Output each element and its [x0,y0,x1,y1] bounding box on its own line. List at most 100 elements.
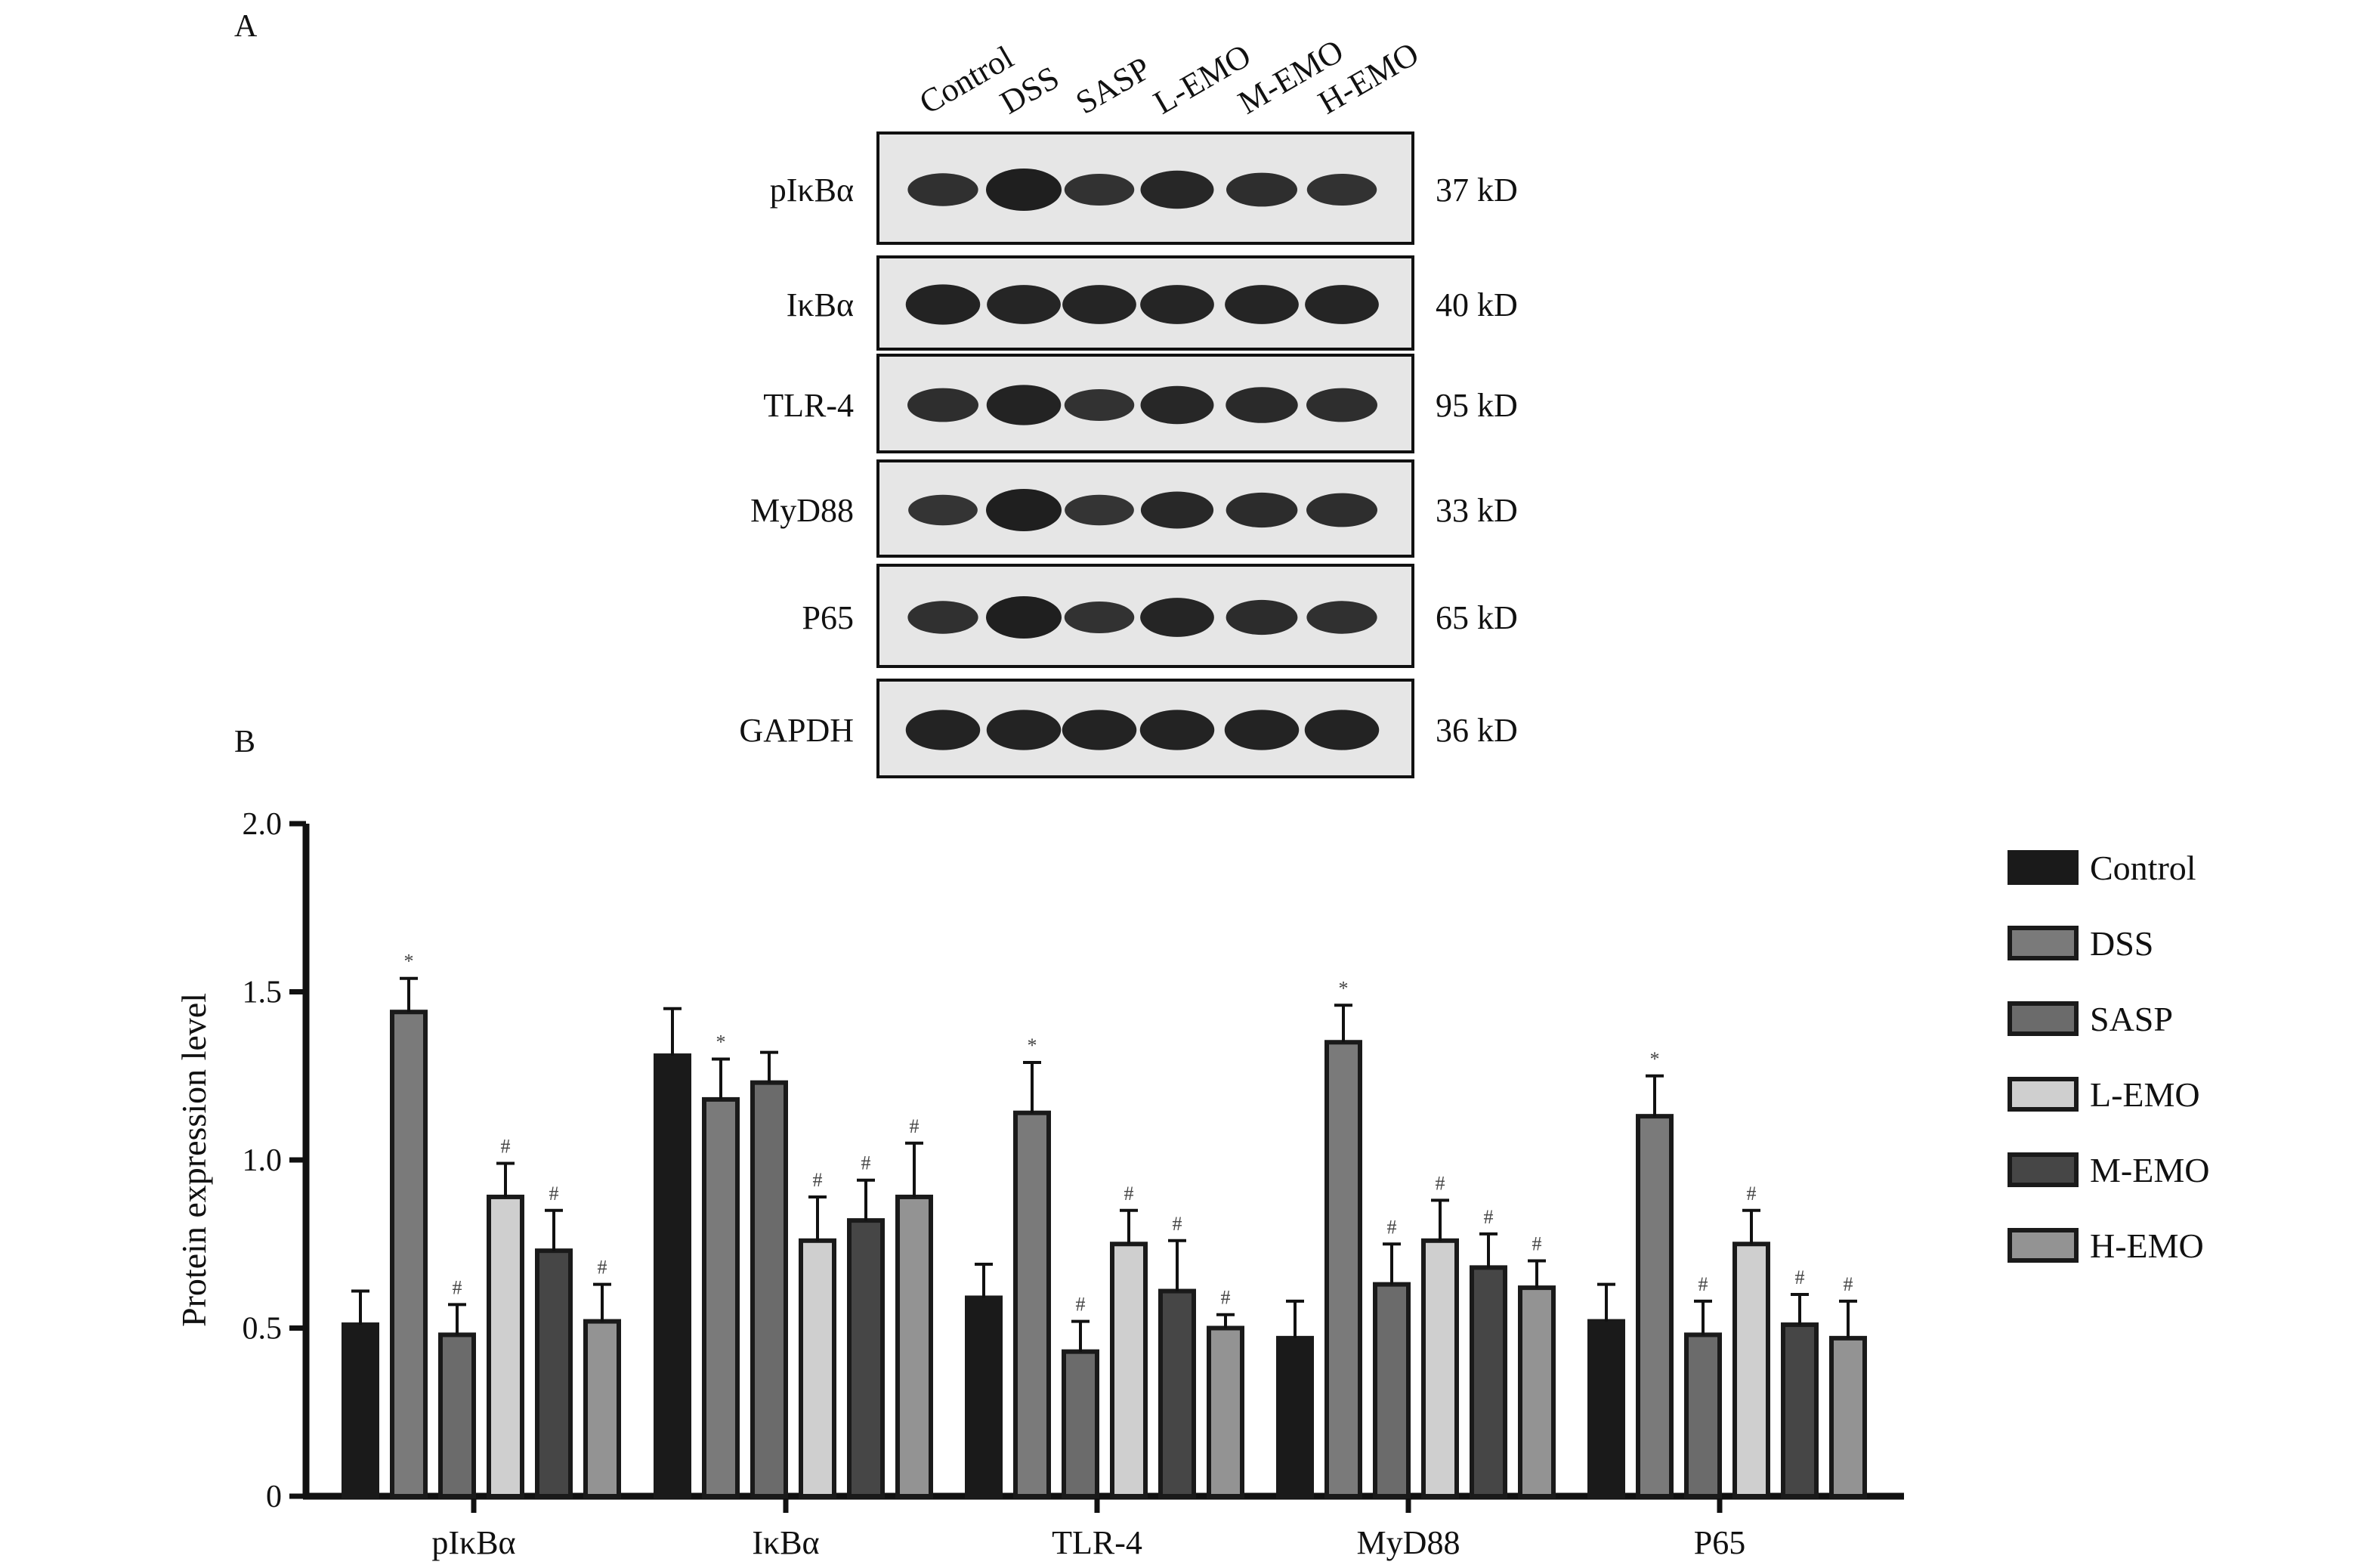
bar-l-emo-p65 [1732,1242,1770,1498]
band-gapdh-sasp [1062,710,1137,750]
band-tlr-4-h-emo [1306,388,1377,422]
category-label-p65: P65 [1694,1524,1745,1561]
legend-swatch-l-emo [2008,1077,2079,1112]
bar-sasp-tlr-4 [1062,1349,1099,1499]
significance-mark-l-emo-i-b: # [813,1169,823,1191]
significance-mark-l-emo-p65: # [1747,1183,1757,1205]
y-tick-label: 2.0 [243,807,283,842]
band-pi-b-h-emo [1306,174,1377,206]
band-gapdh-m-emo [1224,710,1300,750]
significance-mark-sasp-pi-b: # [453,1276,462,1298]
bar-m-emo-myd88 [1470,1265,1507,1499]
band-pi-b-dss [986,169,1062,211]
legend-swatch-m-emo [2008,1152,2079,1187]
panel-label-b: B [234,725,255,759]
band-myd88-h-emo [1306,493,1377,527]
legend-label-dss: DSS [2090,924,2153,963]
legend: Control DSS SASP L-EMO M-EMO H-EMO [2008,849,2209,1265]
band-p65-m-emo [1226,599,1298,636]
legend-label-h-emo: H-EMO [2090,1226,2204,1265]
band-i-b-m-emo [1225,285,1299,324]
y-tick-label: 0 [266,1480,282,1514]
bar-h-emo-p65 [1829,1335,1867,1498]
kd-label-pi-b: 37 kD [1436,172,1518,209]
band-i-b-control [905,284,981,325]
kd-label-myd88: 33 kD [1436,492,1518,529]
protein-label-i-b: IκBα [787,286,854,323]
band-tlr-4-control [907,388,978,422]
significance-mark-m-emo-p65: # [1795,1266,1805,1288]
bar-h-emo-myd88 [1518,1285,1556,1498]
bar-sasp-i-b [750,1080,788,1498]
legend-label-m-emo: M-EMO [2090,1151,2209,1189]
significance-mark-m-emo-pi-b: # [549,1183,559,1205]
y-tick-label: 0.5 [243,1312,283,1347]
bar-sasp-pi-b [438,1332,476,1499]
band-pi-b-m-emo [1226,172,1297,207]
kd-label-p65: 65 kD [1436,599,1518,636]
kd-label-i-b: 40 kD [1436,286,1518,323]
bar-sasp-p65 [1684,1332,1722,1499]
bar-dss-myd88 [1324,1040,1362,1498]
significance-mark-h-emo-pi-b: # [598,1257,607,1279]
bar-h-emo-pi-b [583,1319,621,1498]
significance-mark-dss-myd88: * [1339,977,1349,999]
category-label-myd88: MyD88 [1357,1524,1460,1561]
band-myd88-m-emo [1226,492,1298,528]
significance-mark-dss-pi-b: * [404,951,414,973]
legend-swatch-h-emo [2008,1228,2079,1263]
band-pi-b-l-emo [1140,170,1214,209]
band-i-b-l-emo [1140,285,1214,324]
band-i-b-dss [987,285,1061,324]
bar-m-emo-p65 [1781,1322,1819,1499]
band-i-b-h-emo [1305,285,1379,324]
bar-control-i-b [654,1053,691,1499]
band-myd88-dss [986,489,1062,531]
category-label-pi-b: pIκBα [431,1524,515,1561]
significance-mark-h-emo-i-b: # [910,1115,920,1137]
band-p65-control [907,601,978,634]
bar-sasp-myd88 [1373,1282,1411,1499]
legend-swatch-sasp [2008,1001,2079,1036]
category-label-i-b: IκBα [752,1524,819,1561]
band-tlr-4-m-emo [1226,387,1298,423]
bar-l-emo-myd88 [1421,1238,1459,1499]
legend-label-l-emo: L-EMO [2090,1075,2200,1114]
y-axis-title: Protein expression level [175,993,213,1327]
significance-mark-dss-tlr-4: * [1028,1035,1037,1056]
band-gapdh-dss [986,710,1062,750]
band-myd88-sasp [1065,494,1134,526]
band-myd88-control [908,494,978,526]
legend-swatch-dss [2008,926,2079,960]
band-tlr-4-l-emo [1140,385,1214,425]
bar-m-emo-pi-b [535,1248,573,1499]
bar-m-emo-tlr-4 [1158,1288,1196,1499]
band-p65-dss [986,596,1062,639]
legend-label-control: Control [2090,849,2196,887]
significance-mark-l-emo-pi-b: # [501,1135,511,1157]
bar-control-pi-b [342,1322,379,1499]
significance-mark-m-emo-myd88: # [1484,1206,1494,1228]
legend-swatch-control [2008,850,2079,885]
bar-h-emo-i-b [895,1194,933,1498]
significance-mark-sasp-myd88: # [1387,1216,1397,1238]
significance-mark-m-emo-i-b: # [861,1152,871,1174]
band-gapdh-h-emo [1304,710,1380,750]
significance-mark-sasp-tlr-4: # [1076,1294,1086,1316]
band-gapdh-control [905,710,981,750]
protein-label-pi-b: pIκBα [770,172,854,209]
bar-dss-tlr-4 [1013,1110,1051,1498]
band-myd88-l-emo [1140,491,1214,529]
lane-label-sasp: SASP [1070,50,1158,122]
y-tick-label: 1.0 [243,1143,283,1178]
band-i-b-sasp [1062,285,1136,324]
kd-label-gapdh: 36 kD [1436,712,1518,749]
significance-mark-h-emo-tlr-4: # [1221,1287,1231,1309]
bar-chart: Protein expression level 0 0.5 1.0 1.5 2.0 pI… [175,807,1904,1561]
bar-control-myd88 [1276,1335,1314,1498]
significance-mark-l-emo-myd88: # [1436,1172,1445,1194]
lane-label-l-emo: L-EMO [1148,37,1257,122]
band-gapdh-l-emo [1139,710,1215,750]
